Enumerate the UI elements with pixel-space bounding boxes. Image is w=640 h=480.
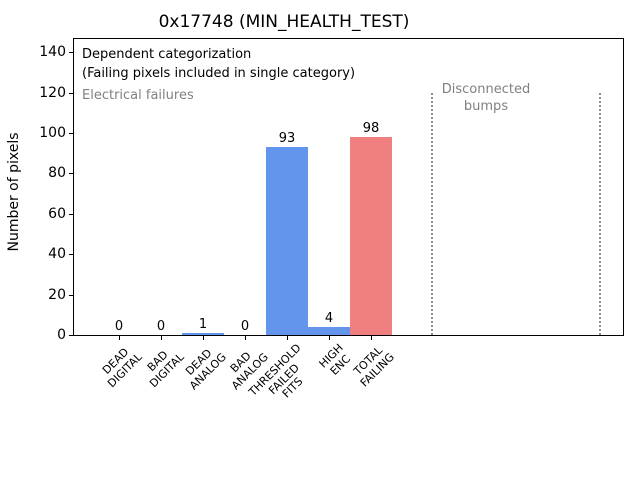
y-tick (69, 173, 73, 174)
bar (308, 327, 350, 335)
x-tick-label: DEAD ANALOG (182, 346, 229, 392)
bar-value-label: 98 (362, 121, 380, 136)
annotation-electrical-failures: Electrical failures (82, 88, 194, 103)
x-tick-label: HIGH ENC (316, 341, 353, 378)
bar-value-label: 4 (324, 311, 334, 326)
y-tick (69, 214, 73, 215)
annotation-dependent-line2: (Failing pixels included in single categ… (82, 66, 356, 81)
y-tick-label: 140 (39, 44, 66, 60)
x-tick (329, 336, 330, 340)
y-tick-label: 0 (57, 327, 66, 343)
x-tick (371, 336, 372, 340)
plot-area (73, 38, 624, 336)
y-tick-label: 120 (39, 85, 66, 101)
x-tick (245, 336, 246, 340)
y-tick (69, 93, 73, 94)
y-axis-label: Number of pixels (6, 132, 22, 252)
y-tick (69, 52, 73, 53)
annotation-dependent-categorization: Dependent categorization (Failing pixels… (82, 45, 355, 83)
x-tick-label: BAD DIGITAL (144, 348, 187, 390)
y-tick-label: 60 (48, 206, 66, 222)
x-tick-label: DEAD DIGITAL (99, 345, 145, 390)
annotation-dependent-line1: Dependent categorization (82, 47, 252, 62)
x-tick (287, 336, 288, 340)
y-tick (69, 335, 73, 336)
annotation-disconnected-bumps: Disconnected bumps (441, 82, 531, 114)
y-tick-label: 100 (39, 125, 66, 141)
x-tick (119, 336, 120, 340)
bar-value-label: 1 (198, 317, 208, 332)
y-tick (69, 254, 73, 255)
y-tick (69, 133, 73, 134)
y-tick-label: 20 (48, 287, 66, 303)
chart-title: 0x17748 (MIN_HEALTH_TEST) (158, 12, 410, 32)
y-tick (69, 295, 73, 296)
bar-value-label: 93 (278, 131, 296, 146)
bar-value-label: 0 (240, 319, 250, 334)
bar (350, 137, 392, 335)
bar (266, 147, 308, 335)
y-tick-label: 40 (48, 246, 66, 262)
bar-value-label: 0 (114, 319, 124, 334)
x-tick-label: TOTAL FAILING (351, 343, 397, 390)
separator-dotted-line (431, 93, 433, 335)
x-tick (161, 336, 162, 340)
x-tick (203, 336, 204, 340)
y-tick-label: 80 (48, 165, 66, 181)
separator-dotted-line (599, 93, 601, 335)
bar (182, 333, 224, 335)
bar-value-label: 0 (156, 319, 166, 334)
